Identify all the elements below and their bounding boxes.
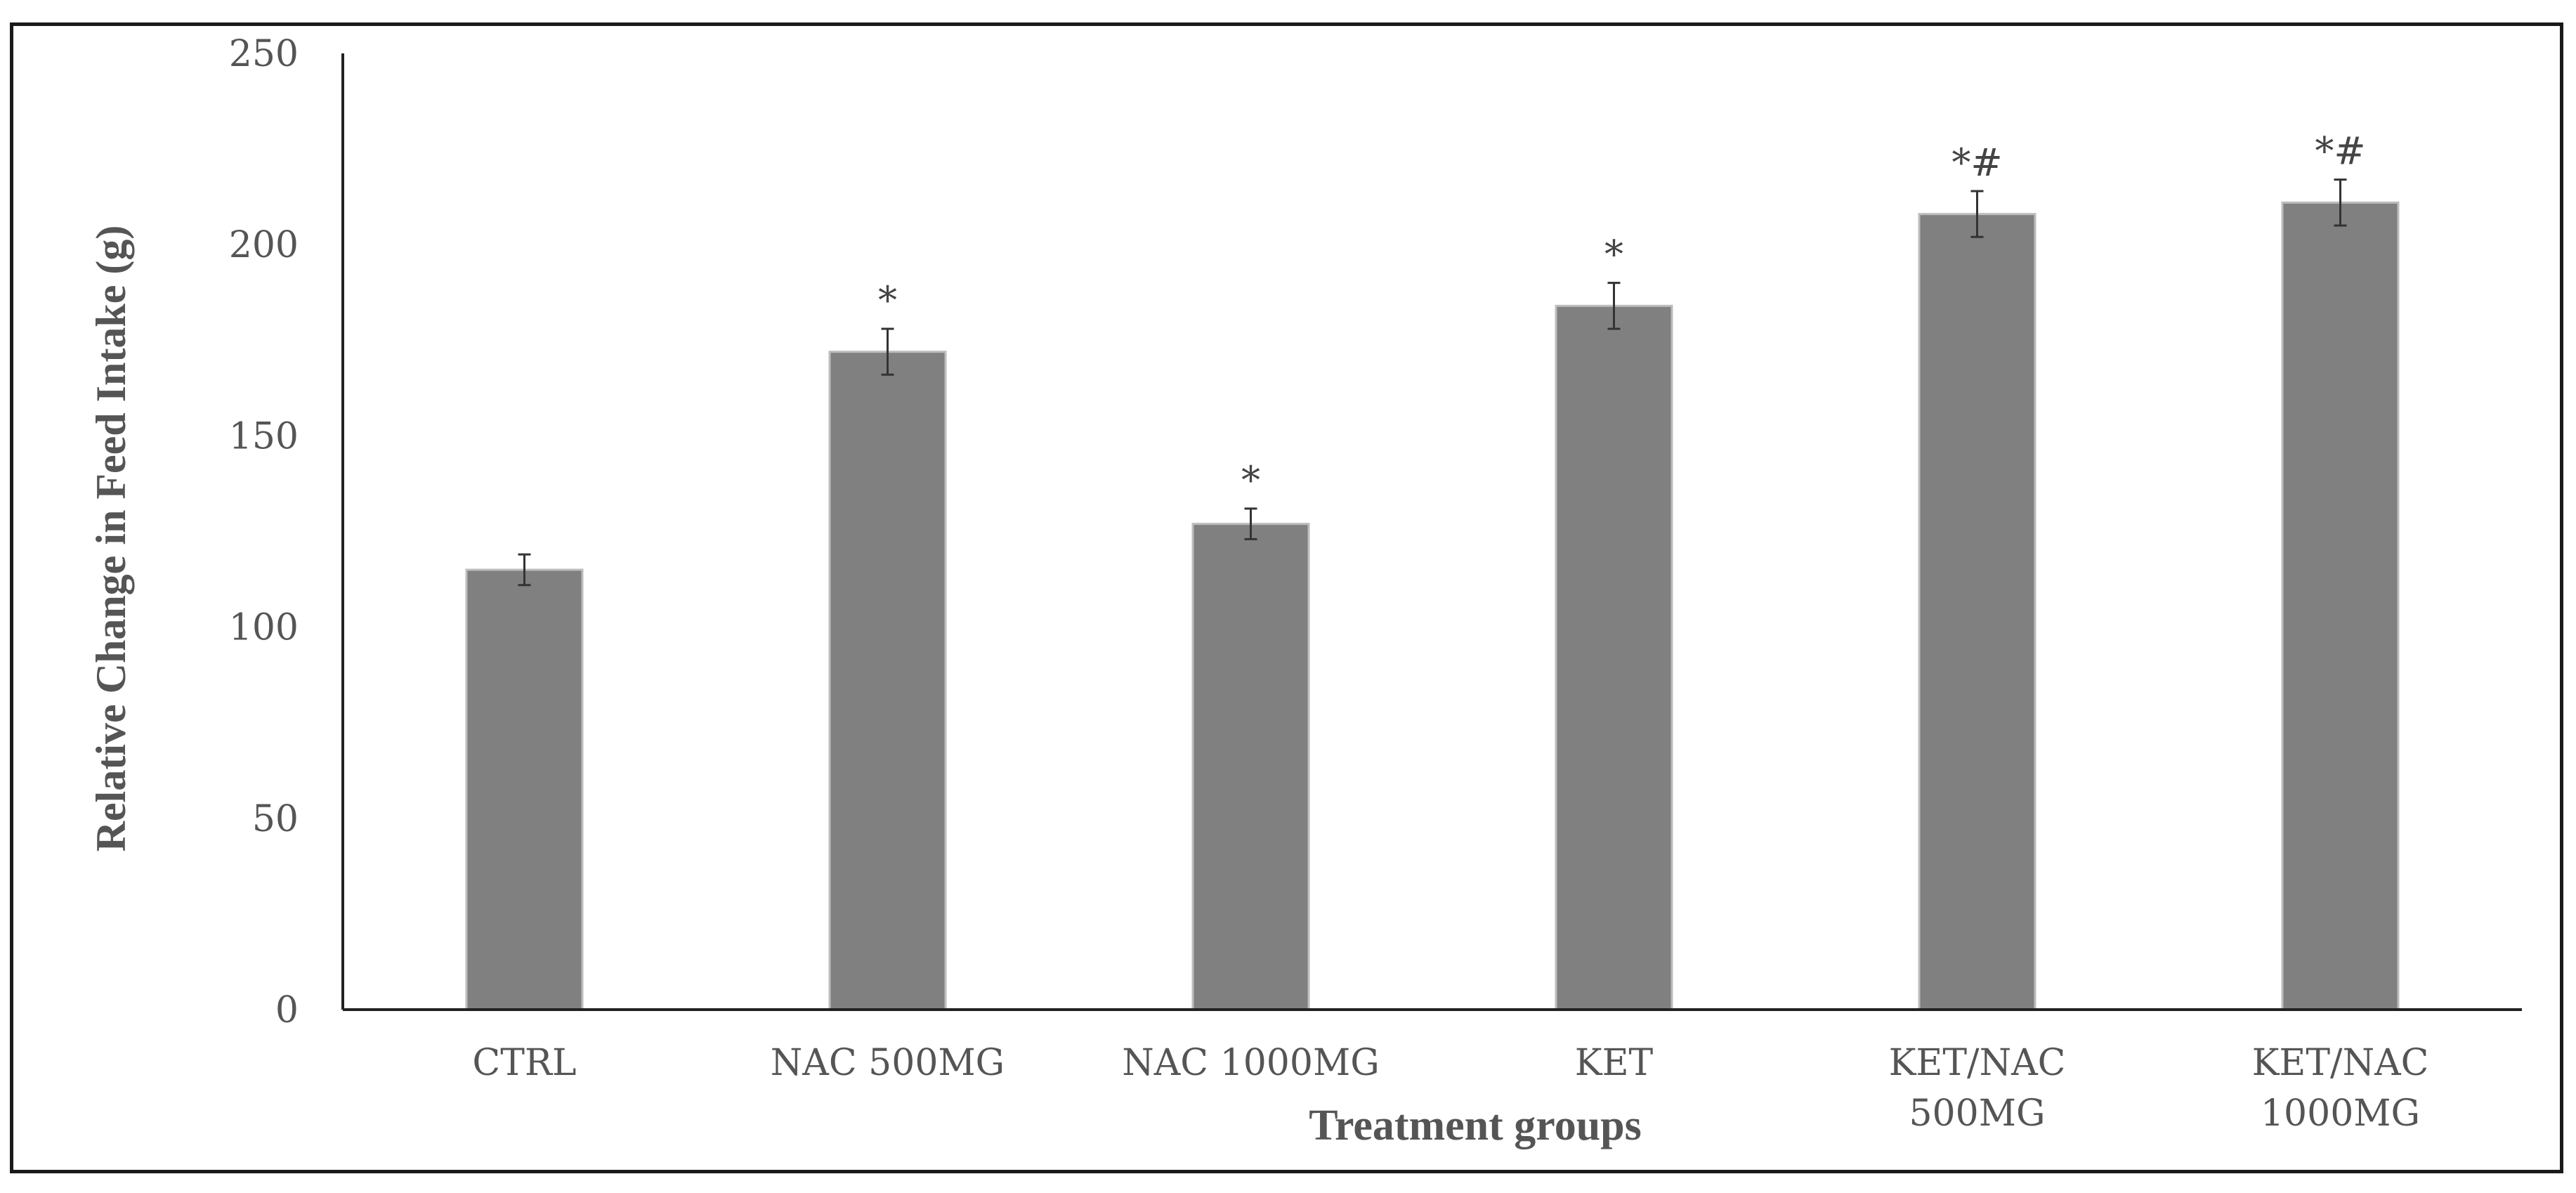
error-bars <box>518 178 2347 587</box>
y-tick-label: 200 <box>229 224 299 266</box>
significance-marker: * <box>1604 233 1623 277</box>
y-tick-label: 150 <box>229 415 299 457</box>
significance-marker: * <box>878 278 897 322</box>
error-bar <box>2334 178 2347 227</box>
y-tick-label: 250 <box>229 33 299 75</box>
y-tick-label: 0 <box>275 989 299 1031</box>
x-category-label: KET <box>1575 1042 1654 1084</box>
x-category-label: NAC 1000MG <box>1122 1042 1380 1084</box>
bar <box>828 351 947 1011</box>
y-axis-ticks: 0 50 100 150 200 250 <box>229 33 299 1031</box>
error-bar <box>881 327 894 376</box>
x-axis-categories: CTRL NAC 500MG NAC 1000MG KET KET/NAC 500MG KE… <box>472 1042 2428 1135</box>
x-category-label: KET/NAC <box>2252 1042 2429 1084</box>
y-axis-title: Relative Change in Feed Intake (g) <box>88 226 134 852</box>
x-category-label: KET/NAC <box>1889 1042 2066 1084</box>
bars <box>465 201 2400 1011</box>
error-bar <box>1244 507 1257 540</box>
bar <box>1918 213 2036 1011</box>
x-category-label: CTRL <box>472 1042 576 1084</box>
significance-marker: *# <box>2315 129 2365 174</box>
bar <box>465 568 584 1011</box>
x-category-label: 1000MG <box>2261 1093 2420 1135</box>
significance-marker: *# <box>1951 141 2002 185</box>
error-bar <box>1970 190 1984 238</box>
x-category-label: 500MG <box>1909 1093 2045 1135</box>
y-tick-label: 50 <box>252 798 299 840</box>
significance-annotations: * * * *# *# <box>878 129 2366 502</box>
significance-marker: * <box>1241 458 1260 502</box>
bar <box>1191 523 1310 1011</box>
bar <box>2281 201 2400 1011</box>
error-bar <box>1607 282 1621 330</box>
x-category-label: NAC 500MG <box>771 1042 1005 1084</box>
y-tick-label: 100 <box>229 607 299 649</box>
bar <box>1555 304 1673 1011</box>
error-bar <box>518 553 531 587</box>
x-axis-title: Treatment groups <box>1309 1102 1642 1149</box>
